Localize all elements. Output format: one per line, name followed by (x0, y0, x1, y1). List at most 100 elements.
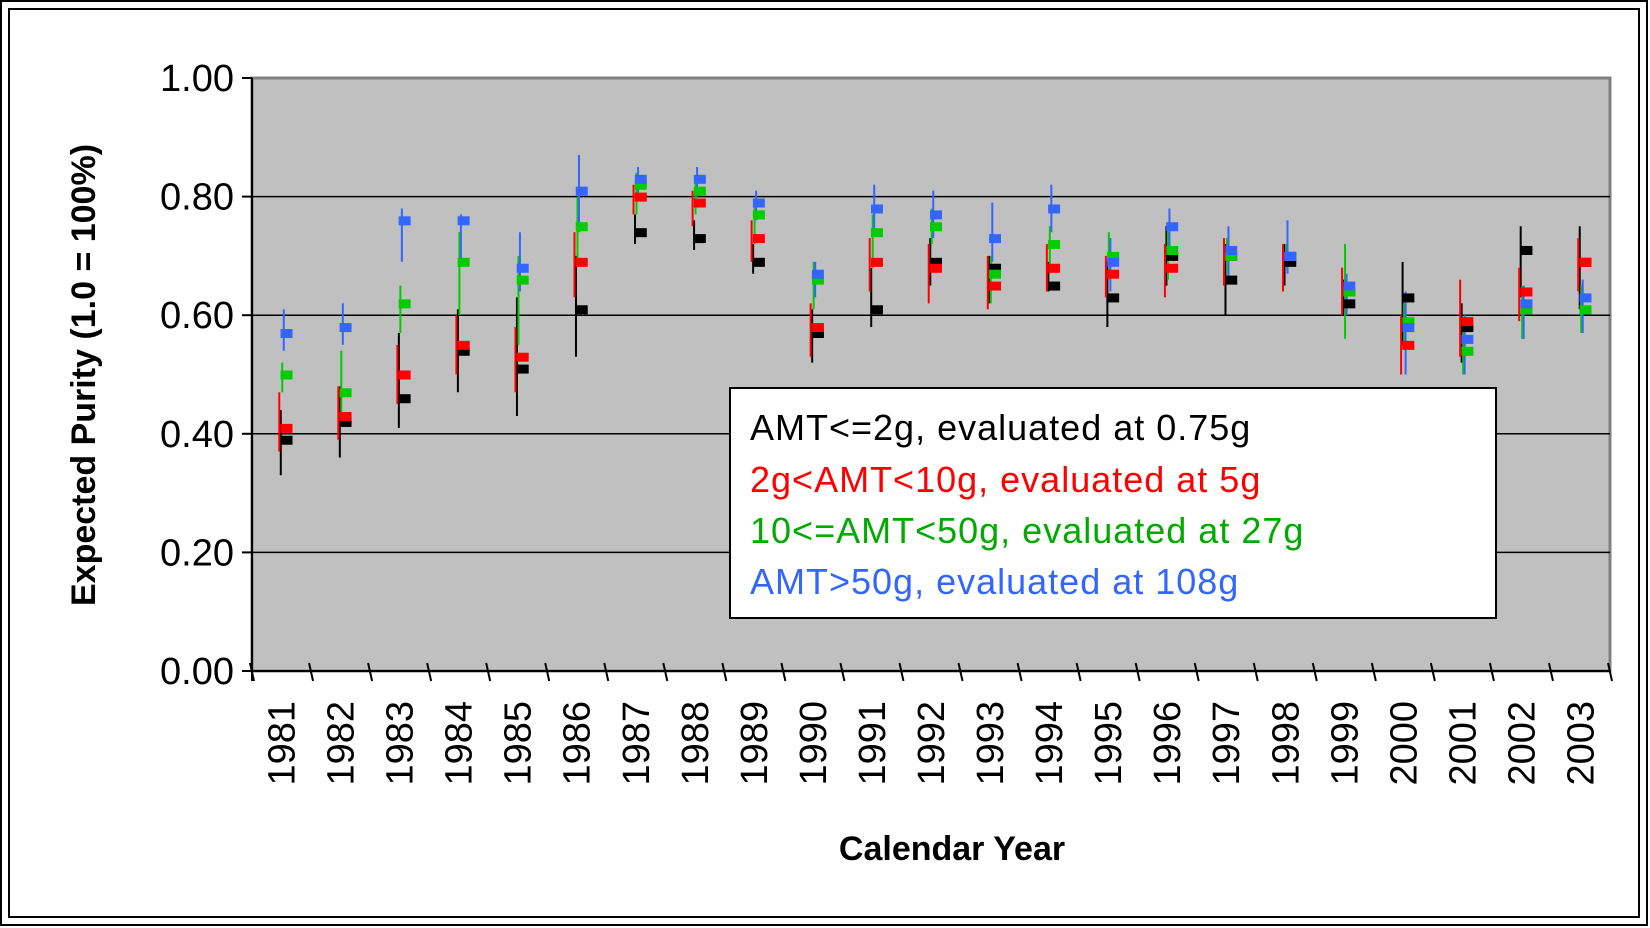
x-tick-label-1992: 1992 (911, 701, 953, 786)
x-tick-label-1981: 1981 (262, 701, 304, 786)
point-1986-s2 (575, 222, 588, 232)
point-1988-s2 (693, 186, 706, 196)
point-1987-s2 (634, 180, 647, 190)
x-tick-label-1993: 1993 (970, 701, 1012, 786)
point-2002-s3 (1520, 299, 1533, 309)
x-tick-mark (1134, 662, 1141, 682)
x-tick-mark (426, 662, 433, 682)
x-tick-label-2000: 2000 (1383, 701, 1425, 786)
point-1994-s3 (1048, 204, 1061, 214)
point-1981-s2 (280, 370, 293, 380)
point-2001-s1 (1461, 317, 1474, 327)
point-2003-s2 (1579, 305, 1592, 315)
point-1988-s1 (693, 198, 706, 208)
point-2001-s3 (1461, 334, 1474, 344)
x-tick-mark (898, 662, 905, 682)
x-tick-mark (249, 662, 255, 682)
x-tick-label-1995: 1995 (1088, 701, 1130, 786)
point-2000-s0 (1402, 293, 1415, 303)
point-1999-s3 (1343, 281, 1356, 291)
point-1990-s0 (811, 328, 824, 338)
point-1993-s3 (989, 234, 1002, 244)
legend-entry-amt-gt-50g: AMT>50g, evaluated at 108g (750, 561, 1239, 602)
point-1990-s3 (811, 269, 824, 279)
point-1987-s1 (634, 192, 647, 202)
x-tick-label-1983: 1983 (380, 701, 422, 786)
point-2000-s1 (1402, 340, 1415, 350)
x-tick-label-2003: 2003 (1560, 701, 1602, 786)
point-1992-s0 (930, 257, 942, 267)
legend-entry-amt-2-10g: 2g<AMT<10g, evaluated at 5g (750, 459, 1261, 500)
legend-entry-amt-10-50g: 10<=AMT<50g, evaluated at 27g (750, 510, 1304, 551)
point-1998-s3 (1284, 251, 1297, 261)
point-2003-s3 (1579, 293, 1592, 303)
x-axis-title: Calendar Year (839, 830, 1065, 868)
point-2000-s3 (1402, 323, 1415, 333)
point-2002-s0 (1520, 245, 1533, 255)
x-tick-label-1987: 1987 (616, 701, 658, 786)
point-2003-s1 (1579, 257, 1592, 267)
point-1989-s0 (752, 257, 765, 267)
inner-frame (8, 8, 1640, 918)
point-1985-s0 (516, 364, 529, 374)
point-1981-s0 (280, 435, 293, 445)
x-tick-mark (544, 662, 551, 682)
x-tick-mark (1607, 662, 1613, 682)
point-1987-s3 (634, 174, 647, 184)
y-tick-label: 0.40 (160, 414, 234, 456)
point-1982-s2 (339, 388, 352, 398)
point-1984-s0 (457, 346, 470, 356)
point-1987-s0 (634, 228, 647, 238)
x-tick-mark (1252, 662, 1259, 682)
point-1988-s0 (693, 234, 706, 244)
point-1998-s0 (1284, 257, 1297, 267)
point-2001-s0 (1461, 323, 1474, 333)
x-tick-mark (1193, 662, 1200, 682)
point-1985-s3 (516, 263, 529, 273)
point-1986-s1 (575, 257, 588, 267)
x-tick-label-1985: 1985 (498, 701, 540, 786)
point-1992-s1 (930, 263, 942, 273)
x-tick-mark (603, 662, 610, 682)
x-tick-mark (485, 662, 492, 682)
x-tick-mark (839, 662, 846, 682)
x-tick-mark (1016, 662, 1023, 682)
point-1993-s0 (989, 263, 1002, 273)
axes: 0.00 0.20 0.40 0.60 0.80 1.00 1981 1982 1983 1984… (160, 58, 1613, 786)
x-tick-mark (1370, 662, 1377, 682)
point-1991-s1 (870, 257, 883, 267)
point-1993-s2 (989, 269, 1002, 279)
point-1992-s2 (930, 222, 942, 232)
point-1995-s0 (1107, 293, 1120, 303)
x-tick-label-1990: 1990 (793, 701, 835, 786)
point-2000-s2 (1402, 317, 1415, 327)
point-1983-s0 (398, 394, 411, 404)
x-tick-mark (1429, 662, 1436, 682)
y-tick-label: 1.00 (160, 58, 234, 100)
point-1991-s3 (870, 204, 883, 214)
point-2002-s1 (1520, 287, 1533, 297)
x-tick-label-1986: 1986 (557, 701, 599, 786)
point-1997-s2 (1225, 251, 1238, 261)
y-tick-label: 0.20 (160, 532, 234, 574)
x-tick-label-1989: 1989 (734, 701, 776, 786)
point-1999-s0 (1343, 299, 1356, 309)
point-1991-s2 (870, 228, 883, 238)
y-tick-label: 0.80 (160, 177, 234, 219)
point-1989-s3 (752, 198, 765, 208)
point-1992-s3 (930, 210, 942, 220)
point-1985-s2 (516, 275, 529, 285)
point-1994-s0 (1048, 281, 1061, 291)
x-tick-mark (1311, 662, 1318, 682)
data-marks (278, 155, 1592, 476)
y-tick-label: 0.00 (160, 651, 234, 693)
point-1983-s2 (398, 299, 411, 309)
point-1993-s1 (989, 281, 1002, 291)
point-1999-s2 (1343, 287, 1356, 297)
x-tick-label-2002: 2002 (1501, 701, 1543, 786)
x-tick-label-1988: 1988 (675, 701, 717, 786)
point-1983-s3 (398, 216, 411, 226)
x-tick-mark (780, 662, 787, 682)
